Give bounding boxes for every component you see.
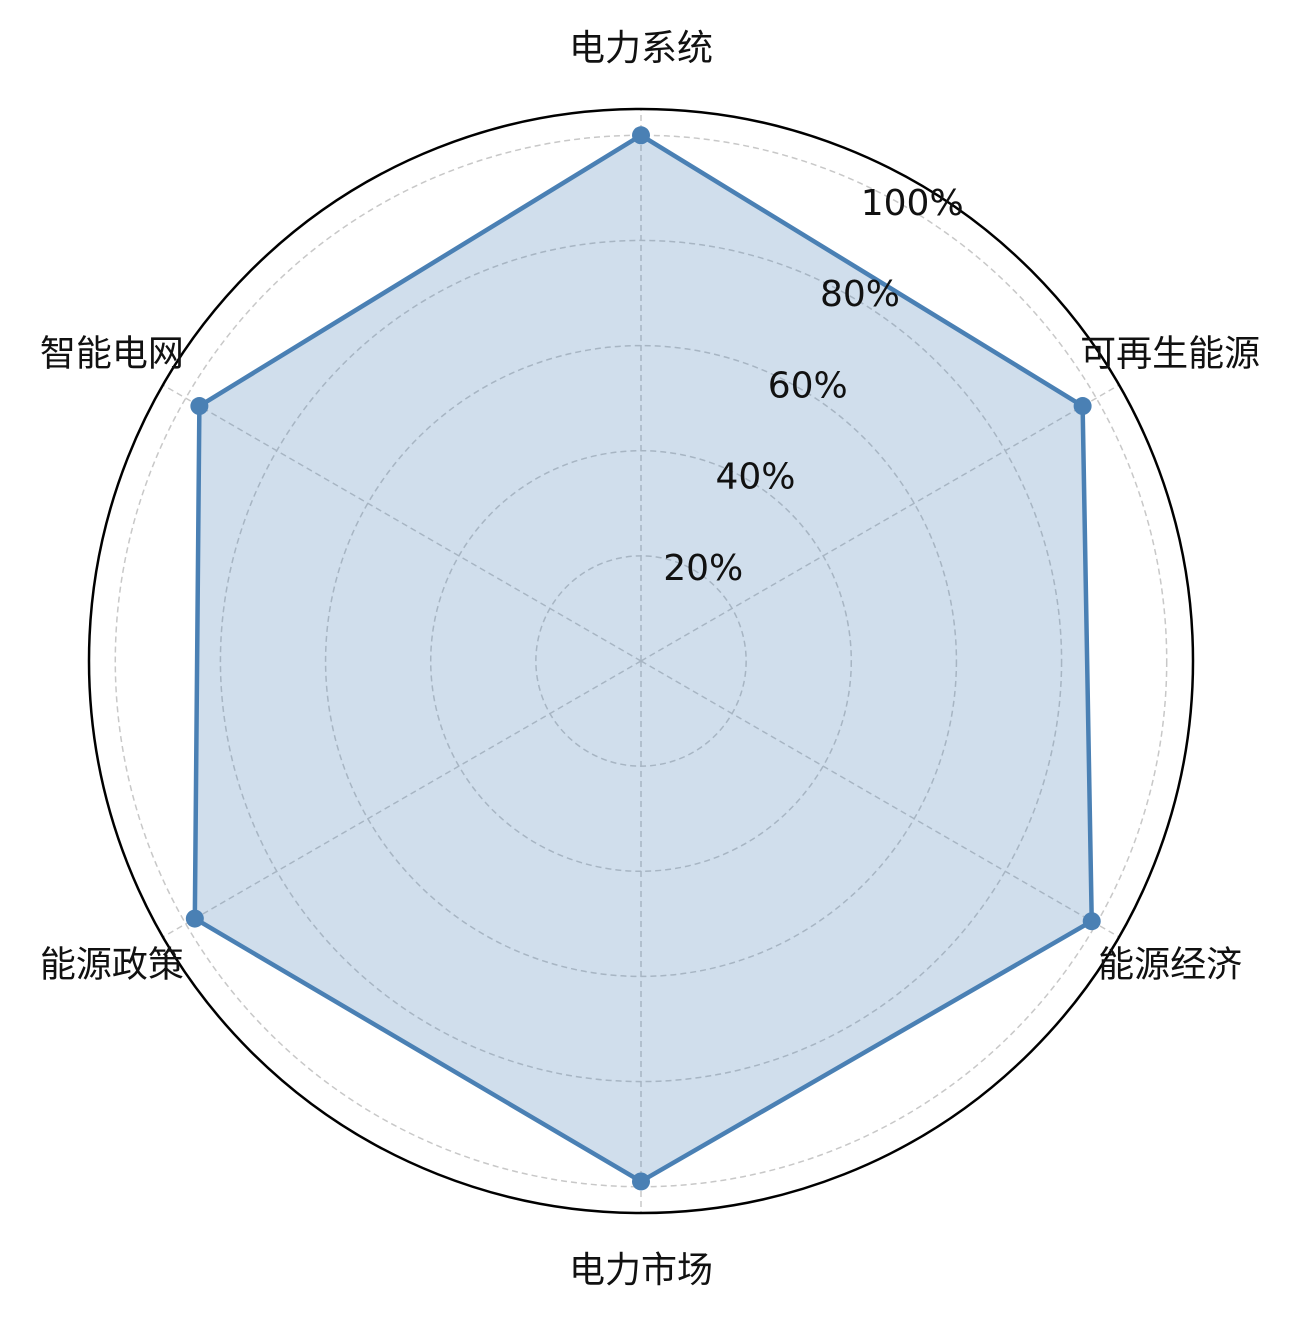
r-tick-label: 80% bbox=[820, 274, 900, 315]
category-label: 智能电网 bbox=[40, 334, 184, 375]
r-tick-label: 100% bbox=[861, 183, 964, 224]
radar-area bbox=[194, 135, 1092, 1182]
radar-point bbox=[632, 126, 650, 145]
category-label: 电力系统 bbox=[569, 28, 713, 69]
r-tick-label: 40% bbox=[715, 457, 795, 498]
r-tick-label: 20% bbox=[663, 548, 743, 589]
spoke bbox=[162, 660, 642, 938]
spoke bbox=[640, 660, 1120, 938]
radar-point bbox=[1073, 397, 1092, 416]
radar-point bbox=[190, 397, 209, 416]
radar-point bbox=[632, 1172, 650, 1191]
category-label: 能源经济 bbox=[1098, 945, 1242, 986]
spoke bbox=[162, 384, 642, 662]
r-tick-label: 60% bbox=[768, 365, 848, 406]
radar-point bbox=[1082, 912, 1101, 931]
category-label: 可再生能源 bbox=[1080, 334, 1260, 375]
outer-ring bbox=[87, 107, 1195, 1215]
radar-point bbox=[185, 909, 204, 928]
category-label: 能源政策 bbox=[40, 945, 184, 986]
spoke bbox=[640, 384, 1120, 662]
category-label: 电力市场 bbox=[569, 1250, 713, 1291]
